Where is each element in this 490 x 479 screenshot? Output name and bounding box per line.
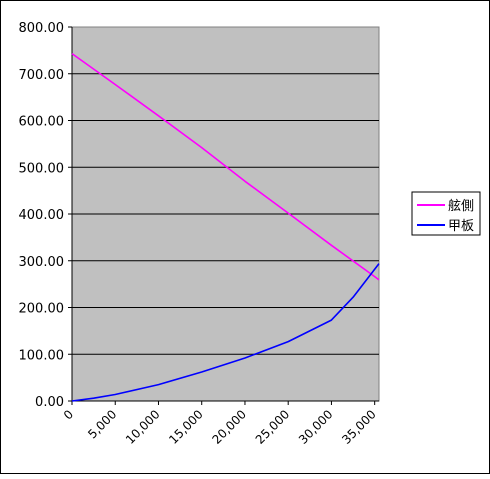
- legend-label-deck: 甲板: [448, 219, 474, 234]
- y-tick-label: 700.00: [19, 68, 65, 83]
- series-lines: [71, 52, 380, 402]
- y-tick-label: 100.00: [19, 348, 65, 363]
- series-line-1: [71, 263, 380, 402]
- y-tick-label: 500.00: [19, 161, 65, 176]
- series-line-0: [71, 52, 380, 281]
- y-tick-label: 200.00: [19, 302, 65, 317]
- legend-box: [411, 191, 481, 236]
- y-tick-label: 400.00: [19, 208, 65, 223]
- y-tick-label: 600.00: [19, 115, 65, 130]
- y-tick-label: 300.00: [19, 255, 65, 270]
- legend-label-side: 舷側: [448, 198, 474, 214]
- y-axis-ticks: 0.00 100.00 200.00 300.00 400.00 500.00 600.00…: [19, 21, 72, 410]
- gridlines: [72, 73, 379, 355]
- legend: 舷側 甲板: [411, 191, 481, 236]
- y-tick-label: 800.00: [19, 21, 65, 36]
- y-tick-label: 0.00: [35, 395, 64, 410]
